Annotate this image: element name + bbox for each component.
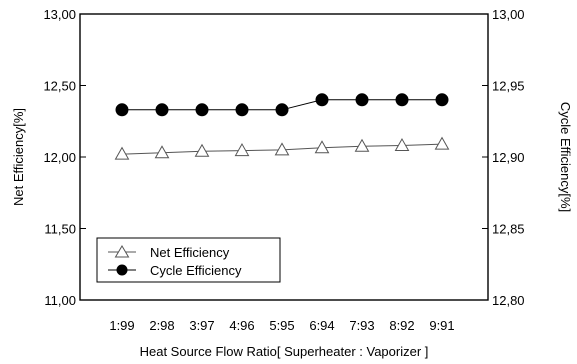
y-right-tick-label: 13,00 (492, 7, 525, 22)
cycle-efficiency-point (195, 103, 209, 117)
net-efficiency-point (274, 142, 290, 156)
cycle-efficiency-point (275, 103, 289, 117)
cycle-efficiency-point (395, 93, 409, 107)
legend-label-cycle: Cycle Efficiency (150, 263, 242, 278)
net-efficiency-point (234, 143, 250, 157)
y-right-tick-label: 12,95 (492, 79, 525, 94)
cycle-efficiency-point (115, 103, 129, 117)
y-left-tick-label: 11,50 (44, 222, 76, 237)
right-axis: 12,80 12,85 12,90 12,95 13,00 (482, 7, 525, 308)
x-tick-label: 9:91 (429, 318, 454, 333)
legend-marker-net (114, 245, 130, 258)
x-tick-label: 5:95 (269, 318, 294, 333)
x-tick-label: 7:93 (349, 318, 374, 333)
y-right-axis-label: Cycle Efficiency[%] (558, 102, 573, 212)
legend-marker-cycle (116, 264, 128, 276)
x-tick-label: 4:96 (229, 318, 254, 333)
x-tick-label: 2:98 (149, 318, 174, 333)
x-tick-label: 1:99 (109, 318, 134, 333)
x-tick-label: 6:94 (309, 318, 334, 333)
y-left-tick-label: 12,00 (43, 150, 76, 165)
legend: Net Efficiency Cycle Efficiency (96, 237, 281, 283)
x-axis-label: Heat Source Flow Ratio[ Superheater : Va… (140, 344, 429, 359)
y-left-tick-label: 13,00 (43, 7, 76, 22)
cycle-efficiency-point (315, 93, 329, 107)
y-right-tick-label: 12,80 (492, 293, 525, 308)
x-axis: 1:99 2:98 3:97 4:96 5:95 6:94 7:93 8:92 9:91 (109, 318, 454, 333)
x-tick-label: 8:92 (389, 318, 414, 333)
left-axis: 11,00 11,50 12,00 12,50 13,00 (43, 7, 86, 308)
net-efficiency-point (394, 138, 410, 152)
net-efficiency-point (434, 136, 450, 150)
cycle-efficiency-point (155, 103, 169, 117)
net-efficiency-point (354, 138, 370, 152)
cycle-efficiency-point (355, 93, 369, 107)
cycle-efficiency-point (435, 93, 449, 107)
y-left-tick-label: 12,50 (43, 79, 76, 94)
x-tick-label: 3:97 (189, 318, 214, 333)
legend-label-net: Net Efficiency (150, 245, 230, 260)
y-left-tick-label: 11,00 (44, 293, 76, 308)
net-efficiency-point (114, 146, 130, 160)
y-left-axis-label: Net Efficiency[%] (11, 108, 26, 206)
legend-box (96, 237, 281, 283)
net-efficiency-point (194, 143, 210, 157)
net-efficiency-point (314, 140, 330, 154)
cycle-efficiency-point (235, 103, 249, 117)
series-layer (114, 93, 450, 160)
y-right-tick-label: 12,90 (492, 150, 525, 165)
net-efficiency-point (154, 145, 170, 159)
y-right-tick-label: 12,85 (492, 222, 525, 237)
